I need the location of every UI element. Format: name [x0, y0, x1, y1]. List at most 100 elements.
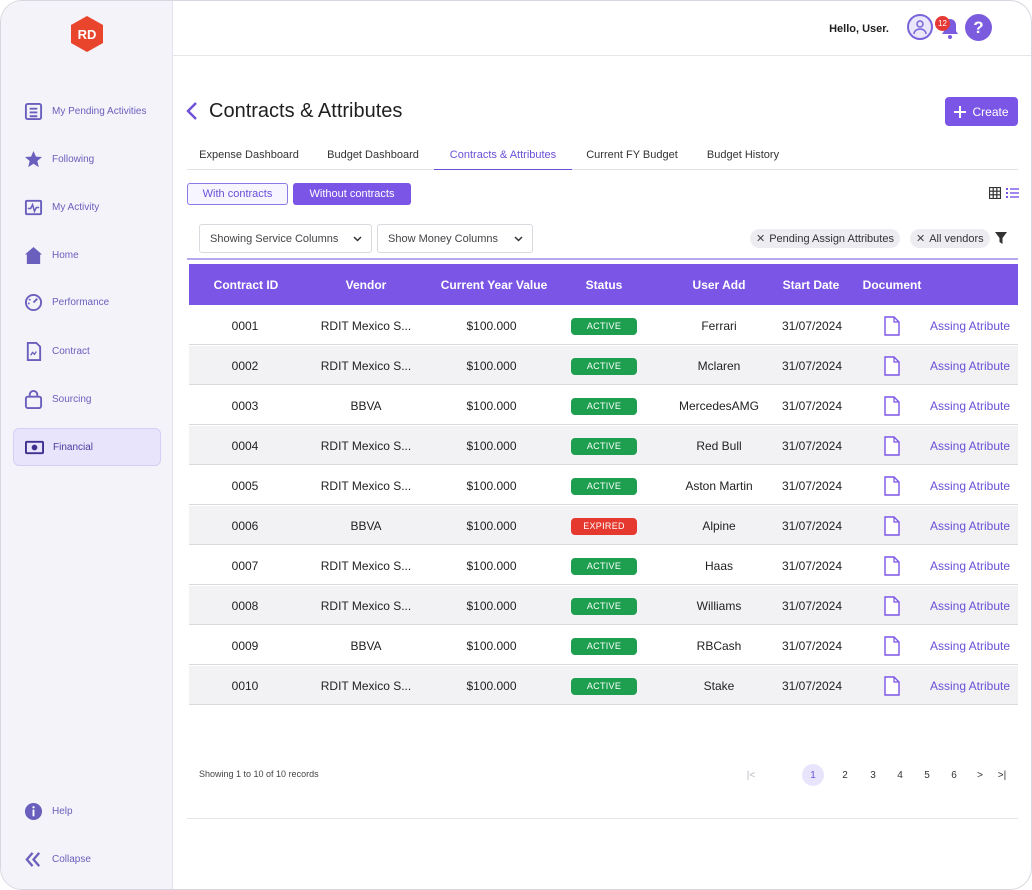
column-header[interactable]: User Add — [692, 277, 746, 292]
cell-start-date: 31/07/2024 — [781, 639, 843, 653]
table-row[interactable]: 0007 RDIT Mexico S... $100.000 ACTIVE Haas 31… — [189, 545, 1018, 585]
grid-view-icon[interactable] — [989, 187, 1001, 199]
with-contracts-toggle[interactable]: With contracts — [187, 183, 288, 205]
tab-current-fy-budget[interactable]: Current FY Budget — [586, 149, 678, 161]
column-header[interactable]: Start Date — [782, 277, 840, 292]
filter-chip-pending[interactable]: ✕ Pending Assign Attributes — [750, 229, 900, 248]
cell-start-date: 31/07/2024 — [781, 679, 843, 693]
pager-page-3[interactable]: 3 — [870, 769, 876, 781]
cell-document — [857, 666, 927, 706]
tab-budget-dashboard[interactable]: Budget Dashboard — [327, 149, 419, 161]
sidebar-item-performance[interactable]: Performance — [13, 283, 161, 321]
tab-budget-history[interactable]: Budget History — [706, 149, 780, 161]
table-row[interactable]: 0009 BBVA $100.000 ACTIVE RBCash 31/07/2024 As… — [189, 625, 1018, 665]
column-header[interactable]: Current Year Value — [440, 277, 548, 292]
document-icon[interactable] — [884, 476, 900, 496]
cell-start-date: 31/07/2024 — [781, 439, 843, 453]
assign-attribute-link[interactable]: Assing Atribute — [929, 599, 1011, 613]
table-row[interactable]: 0005 RDIT Mexico S... $100.000 ACTIVE Aston … — [189, 465, 1018, 505]
list-view-icon[interactable] — [1006, 187, 1019, 199]
tab-expense-dashboard[interactable]: Expense Dashboard — [199, 149, 299, 161]
document-icon[interactable] — [884, 676, 900, 696]
back-chevron-icon[interactable] — [185, 101, 199, 121]
table-row[interactable]: 0002 RDIT Mexico S... $100.000 ACTIVE Mclare… — [189, 345, 1018, 385]
star-icon — [23, 149, 43, 169]
create-label: Create — [972, 104, 1009, 119]
document-icon[interactable] — [884, 516, 900, 536]
pager-page-4[interactable]: 4 — [897, 769, 903, 781]
list-icon — [23, 101, 43, 121]
pager-page-2[interactable]: 2 — [842, 769, 848, 781]
assign-attribute-link[interactable]: Assing Atribute — [929, 519, 1011, 533]
create-button[interactable]: Create — [945, 97, 1018, 126]
collapse-icon — [23, 849, 43, 869]
pager-first[interactable]: |< — [746, 769, 756, 781]
document-icon[interactable] — [884, 356, 900, 376]
greeting: Hello, User. — [829, 23, 889, 35]
user-avatar[interactable] — [907, 14, 933, 40]
cell-document — [857, 346, 927, 386]
document-icon[interactable] — [884, 436, 900, 456]
plus-icon — [954, 105, 967, 118]
rd-logo[interactable]: RD — [70, 15, 104, 53]
assign-attribute-link[interactable]: Assing Atribute — [929, 319, 1011, 333]
close-icon[interactable]: ✕ — [916, 233, 926, 245]
column-header[interactable]: Document — [862, 277, 922, 292]
assign-attribute-link[interactable]: Assing Atribute — [929, 559, 1011, 573]
assign-attribute-link[interactable]: Assing Atribute — [929, 359, 1011, 373]
notification-badge: 12 — [935, 16, 950, 31]
cell-current-year-value: $100.000 — [466, 679, 517, 693]
column-header[interactable]: Vendor — [345, 277, 387, 292]
sidebar-item-financial[interactable]: Financial — [13, 428, 161, 466]
cell-vendor: RDIT Mexico S... — [320, 359, 412, 373]
document-icon[interactable] — [884, 636, 900, 656]
column-header[interactable]: Status — [585, 277, 623, 292]
table-row[interactable]: 0008 RDIT Mexico S... $100.000 ACTIVE Willia… — [189, 585, 1018, 625]
cell-status: ACTIVE — [559, 386, 649, 426]
close-icon[interactable]: ✕ — [756, 233, 766, 245]
cell-status: ACTIVE — [559, 666, 649, 706]
table-row[interactable]: 0010 RDIT Mexico S... $100.000 ACTIVE Stake 3… — [189, 665, 1018, 705]
pager-page-1[interactable]: 1 — [802, 764, 824, 786]
sidebar-item-sourcing[interactable]: Sourcing — [13, 380, 161, 418]
pager-page-6[interactable]: 6 — [951, 769, 957, 781]
sidebar-item-contract[interactable]: Contract — [13, 332, 161, 370]
assign-attribute-link[interactable]: Assing Atribute — [929, 439, 1011, 453]
table-row[interactable]: 0003 BBVA $100.000 ACTIVE MercedesAMG 31/07/2… — [189, 385, 1018, 425]
pager-page-5[interactable]: 5 — [924, 769, 930, 781]
table-row[interactable]: 0006 BBVA $100.000 EXPIRED Alpine 31/07/2024 A… — [189, 505, 1018, 545]
document-icon[interactable] — [884, 396, 900, 416]
pager-last[interactable]: >| — [997, 769, 1007, 781]
cell-document — [857, 426, 927, 466]
sidebar-item-my-activity[interactable]: My Activity — [13, 188, 161, 226]
filter-funnel-icon[interactable] — [995, 232, 1007, 244]
money-columns-select[interactable]: Show Money Columns — [377, 224, 533, 253]
pager-next[interactable]: > — [977, 769, 983, 781]
table-row[interactable]: 0001 RDIT Mexico S... $100.000 ACTIVE Ferrar… — [189, 305, 1018, 345]
help-button[interactable]: ? — [965, 14, 992, 41]
cell-current-year-value: $100.000 — [466, 439, 517, 453]
sidebar-item-my-pending-activities[interactable]: My Pending Activities — [13, 92, 161, 130]
column-header[interactable]: Contract ID — [213, 277, 279, 292]
assign-attribute-link[interactable]: Assing Atribute — [929, 639, 1011, 653]
assign-attribute-link[interactable]: Assing Atribute — [929, 399, 1011, 413]
cell-vendor: RDIT Mexico S... — [320, 439, 412, 453]
without-contracts-toggle[interactable]: Without contracts — [293, 183, 411, 205]
cell-status: ACTIVE — [559, 346, 649, 386]
filter-chip-vendors[interactable]: ✕ All vendors — [910, 229, 990, 248]
cell-current-year-value: $100.000 — [466, 479, 517, 493]
tab-contracts-attributes[interactable]: Contracts & Attributes — [434, 140, 572, 170]
sidebar-item-help[interactable]: Help — [13, 792, 161, 830]
bag-icon — [23, 389, 43, 409]
sidebar-item-collapse[interactable]: Collapse — [13, 840, 161, 878]
document-icon[interactable] — [884, 596, 900, 616]
assign-attribute-link[interactable]: Assing Atribute — [929, 479, 1011, 493]
sidebar-item-home[interactable]: Home — [13, 236, 161, 274]
assign-attribute-link[interactable]: Assing Atribute — [929, 679, 1011, 693]
sidebar-item-following[interactable]: Following — [13, 140, 161, 178]
table-row[interactable]: 0004 RDIT Mexico S... $100.000 ACTIVE Red Bu… — [189, 425, 1018, 465]
document-icon[interactable] — [884, 556, 900, 576]
cell-user-add: Aston Martin — [685, 479, 753, 493]
service-columns-select[interactable]: Showing Service Columns — [199, 224, 372, 253]
document-icon[interactable] — [884, 316, 900, 336]
